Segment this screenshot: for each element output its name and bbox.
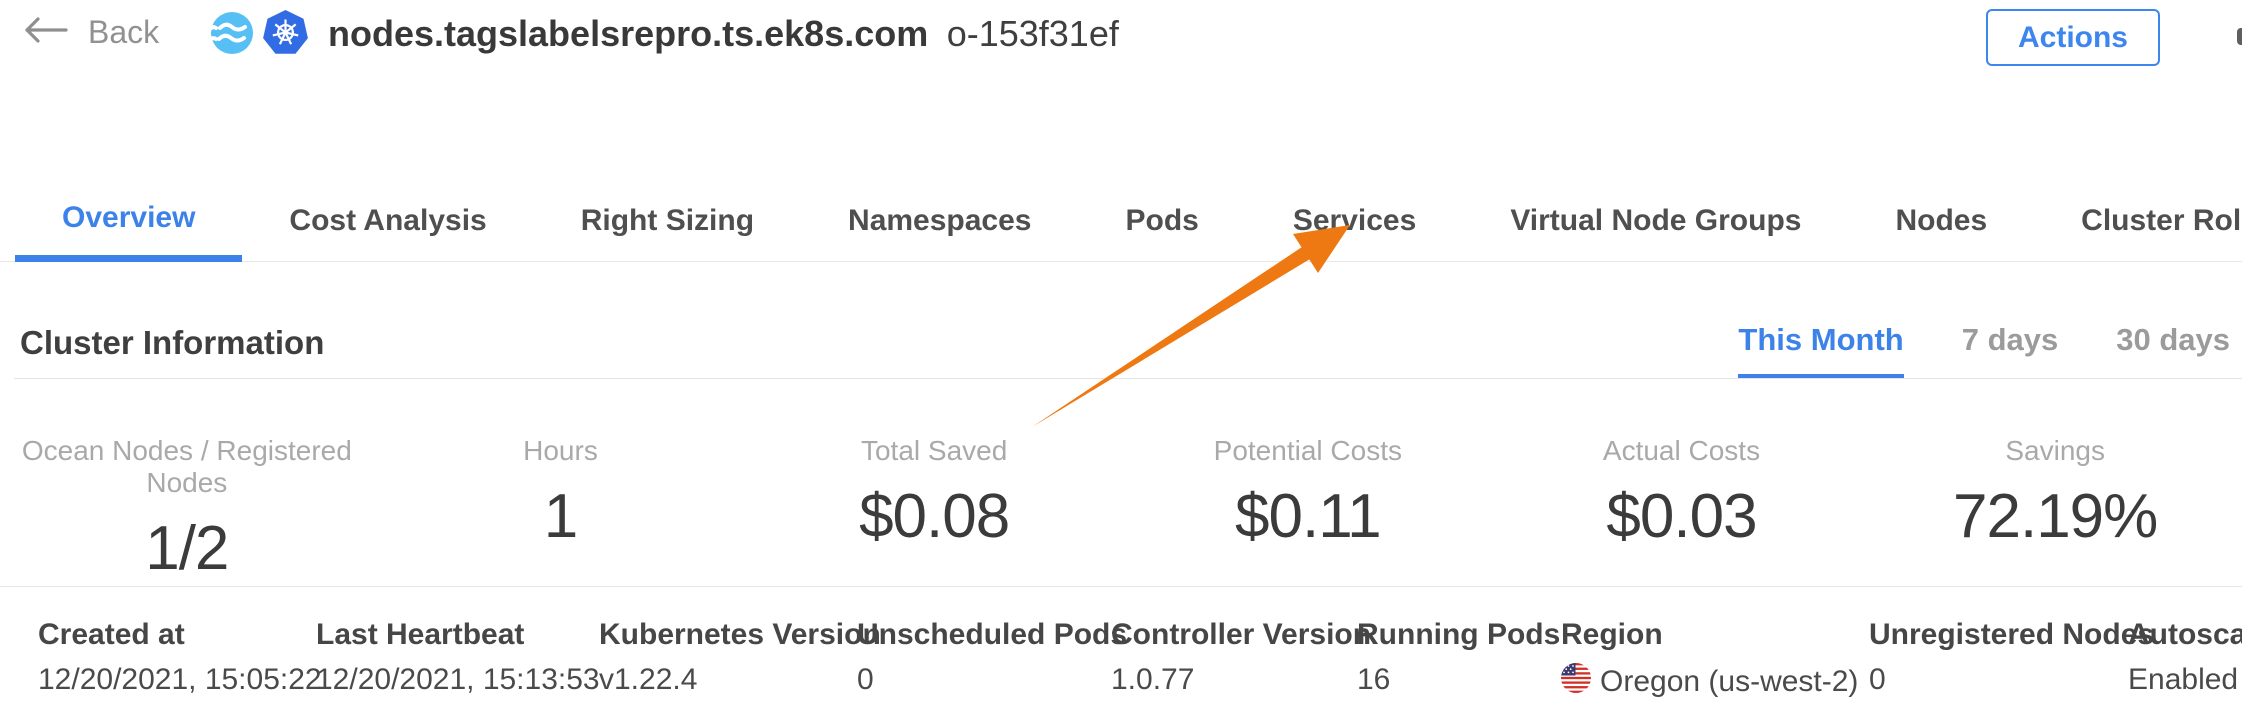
cluster-id: o-153f31ef <box>946 13 1119 54</box>
detail-value: Oregon (us-west-2) <box>1561 663 1869 701</box>
detail-created-at: Created at 12/20/2021, 15:05:22 <box>38 588 322 701</box>
stat-value: 72.19% <box>1953 482 2158 551</box>
stat-label: Ocean Nodes / Registered Nodes <box>21 435 352 498</box>
detail-value: 0 <box>857 663 874 696</box>
section-title: Cluster Information <box>20 324 325 361</box>
detail-unscheduled-pods: Unscheduled Pods 0 <box>857 588 1128 701</box>
time-filter-this-month[interactable]: This Month <box>1738 322 1904 379</box>
actions-button[interactable]: Actions <box>1986 9 2160 66</box>
stat-label: Hours <box>523 435 598 466</box>
detail-label: Unscheduled Pods <box>857 618 1128 651</box>
time-filter-30-days[interactable]: 30 days <box>2116 322 2230 357</box>
edge-partial-element <box>2237 28 2242 45</box>
detail-value: v1.22.4 <box>599 663 698 696</box>
time-filter-group: This Month 7 days 30 days <box>1738 310 2230 379</box>
stat-label: Savings <box>2005 435 2105 466</box>
cluster-name: nodes.tagslabelsrepro.ts.ek8s.com <box>328 13 929 54</box>
tab-virtual-node-groups[interactable]: Virtual Node Groups <box>1510 204 1802 237</box>
detail-value: 12/20/2021, 15:05:22 <box>38 663 322 696</box>
stat-value: 1 <box>543 482 578 551</box>
detail-label: Kubernetes Version <box>599 618 881 651</box>
detail-autoscaler: Autoscaler Enabled <box>2128 588 2242 701</box>
detail-value: Enabled <box>2128 663 2239 696</box>
tab-right-sizing[interactable]: Right Sizing <box>580 204 755 237</box>
kubernetes-helm-icon <box>262 10 309 61</box>
tab-bar: Overview Cost Analysis Right Sizing Name… <box>15 180 2242 262</box>
stat-label: Total Saved <box>860 435 1008 466</box>
tab-namespaces[interactable]: Namespaces <box>848 204 1032 237</box>
detail-label: Region <box>1561 618 1663 651</box>
stats-row: Ocean Nodes / Registered Nodes 1/2 Hours… <box>0 379 2242 587</box>
page-header: Back <box>0 0 2242 80</box>
ocean-waves-icon <box>208 10 254 61</box>
detail-last-heartbeat: Last Heartbeat 12/20/2021, 15:13:53 <box>316 588 600 701</box>
back-button[interactable]: Back <box>22 14 159 51</box>
tab-nodes[interactable]: Nodes <box>1895 204 1988 237</box>
detail-label: Controller Version <box>1111 618 1372 651</box>
stat-total-saved: Total Saved $0.08 <box>747 379 1121 586</box>
stat-ocean-nodes: Ocean Nodes / Registered Nodes 1/2 <box>0 379 374 586</box>
detail-kubernetes-version: Kubernetes Version v1.22.4 <box>599 588 881 701</box>
detail-controller-version: Controller Version 1.0.77 <box>1111 588 1372 701</box>
detail-value: 1.0.77 <box>1111 663 1195 696</box>
stat-label: Potential Costs <box>1213 435 1402 466</box>
region-value: Oregon (us-west-2) <box>1600 665 1859 698</box>
details-row: Created at 12/20/2021, 15:05:22 Last Hea… <box>0 588 2242 701</box>
detail-running-pods: Running Pods 16 <box>1357 588 1561 701</box>
stat-potential-costs: Potential Costs $0.11 <box>1121 379 1495 586</box>
detail-label: Unregistered Nodes <box>1869 618 2155 651</box>
left-arrow-icon <box>22 14 68 51</box>
detail-label: Running Pods <box>1357 618 1561 651</box>
stat-value: 1/2 <box>145 514 229 583</box>
detail-label: Autoscaler <box>2128 618 2242 651</box>
stat-value: $0.03 <box>1606 482 1757 551</box>
detail-label: Created at <box>38 618 185 651</box>
cluster-logos <box>208 10 309 61</box>
tab-cluster-rolls[interactable]: Cluster Rolls <box>2081 204 2242 237</box>
stat-hours: Hours 1 <box>374 379 748 586</box>
stat-savings: Savings 72.19% <box>1868 379 2242 586</box>
detail-unregistered-nodes: Unregistered Nodes 0 <box>1869 588 2155 701</box>
stat-value: $0.08 <box>859 482 1010 551</box>
time-filter-7-days[interactable]: 7 days <box>1961 322 2059 357</box>
tab-services[interactable]: Services <box>1292 204 1417 237</box>
us-flag-icon <box>1561 663 1591 701</box>
page-title: nodes.tagslabelsrepro.ts.ek8s.com o-153f… <box>328 13 1119 55</box>
stat-value: $0.11 <box>1235 482 1382 551</box>
stat-label: Actual Costs <box>1602 435 1761 466</box>
tab-pods[interactable]: Pods <box>1125 204 1199 237</box>
stat-actual-costs: Actual Costs $0.03 <box>1495 379 1869 586</box>
detail-value: 0 <box>1869 663 1886 696</box>
detail-value: 16 <box>1357 663 1391 696</box>
tab-overview[interactable]: Overview <box>15 180 243 262</box>
detail-label: Last Heartbeat <box>316 618 525 651</box>
detail-region: Region <box>1561 588 1869 701</box>
back-label: Back <box>88 14 160 50</box>
detail-value: 12/20/2021, 15:13:53 <box>316 663 600 696</box>
tab-cost-analysis[interactable]: Cost Analysis <box>289 204 487 237</box>
